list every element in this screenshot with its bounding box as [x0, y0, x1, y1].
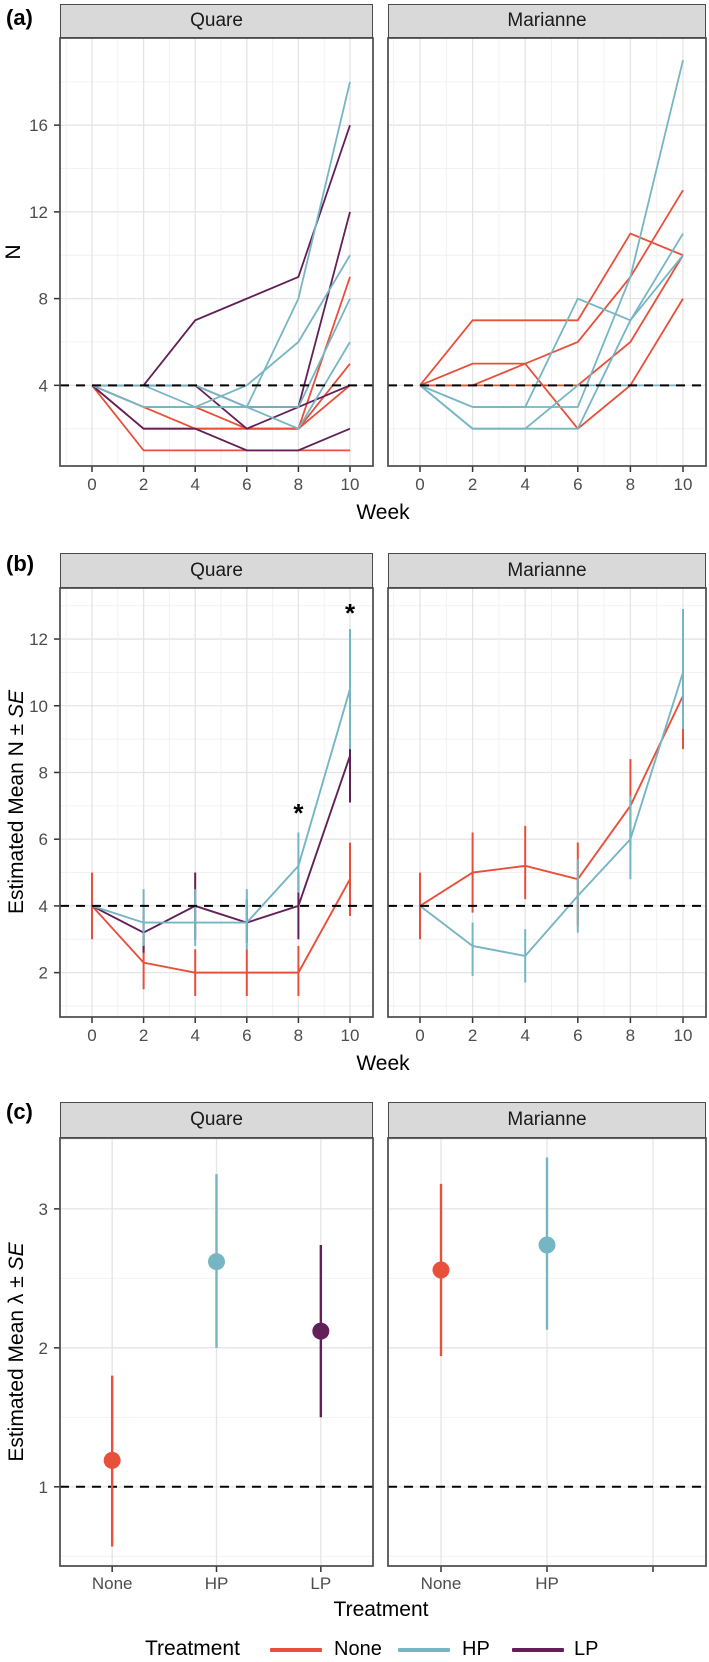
panel-b-x-axis-title: Week [356, 1052, 410, 1075]
svg-text:4: 4 [190, 1026, 199, 1045]
svg-text:2: 2 [39, 1339, 48, 1358]
svg-text:8: 8 [294, 1026, 303, 1045]
svg-text:4: 4 [39, 376, 48, 395]
svg-text:4: 4 [520, 475, 529, 494]
panel-c-label: (c) [6, 1099, 33, 1124]
panel-c-x-axis-title: Treatment [333, 1598, 429, 1621]
svg-text:2: 2 [139, 475, 148, 494]
legend-swatch-hp [398, 1648, 450, 1652]
facet-strip-marianne-c: Marianne [388, 1102, 706, 1138]
panel-b-y-axis-title: Estimated Mean N ± SE [5, 690, 28, 914]
facet-strip-label: Marianne [507, 1109, 587, 1130]
svg-text:8: 8 [39, 763, 48, 782]
facet-strip-quare-b: Quare [60, 553, 373, 588]
svg-text:0: 0 [87, 475, 96, 494]
svg-text:*: * [345, 598, 356, 628]
svg-text:8: 8 [39, 290, 48, 309]
svg-text:10: 10 [341, 1026, 360, 1045]
svg-text:6: 6 [573, 1026, 582, 1045]
svg-text:16: 16 [29, 116, 48, 135]
svg-text:LP: LP [310, 1574, 331, 1593]
svg-text:0: 0 [415, 1026, 424, 1045]
panel-a-label: (a) [6, 5, 33, 30]
svg-text:HP: HP [205, 1574, 229, 1593]
svg-text:2: 2 [139, 1026, 148, 1045]
svg-text:8: 8 [294, 475, 303, 494]
svg-text:12: 12 [29, 203, 48, 222]
legend-label-lp: LP [574, 1638, 599, 1660]
svg-text:6: 6 [242, 1026, 251, 1045]
svg-text:6: 6 [39, 830, 48, 849]
legend-title: Treatment [145, 1637, 240, 1660]
facet-strip-label: Marianne [507, 559, 587, 581]
svg-text:4: 4 [39, 897, 48, 916]
legend-swatch-lp [512, 1648, 564, 1652]
svg-text:10: 10 [341, 475, 360, 494]
svg-text:10: 10 [674, 1026, 693, 1045]
svg-text:None: None [421, 1574, 462, 1593]
svg-text:10: 10 [674, 475, 693, 494]
svg-text:10: 10 [29, 697, 48, 716]
facet-strip-label: Marianne [507, 10, 587, 31]
svg-text:HP: HP [535, 1574, 559, 1593]
facet-strip-label: Quare [190, 10, 243, 31]
panel-a-x-axis-title: Week [356, 501, 410, 524]
svg-text:8: 8 [626, 1026, 635, 1045]
facet-strip-marianne-a: Marianne [388, 4, 706, 38]
svg-text:6: 6 [573, 475, 582, 494]
svg-text:4: 4 [520, 1026, 529, 1045]
svg-text:1: 1 [39, 1478, 48, 1497]
svg-text:2: 2 [468, 475, 477, 494]
svg-text:2: 2 [39, 964, 48, 983]
svg-text:8: 8 [626, 475, 635, 494]
svg-text:*: * [293, 798, 304, 828]
facet-strip-label: Quare [190, 1109, 243, 1130]
legend-swatch-none [270, 1648, 322, 1652]
svg-text:3: 3 [39, 1200, 48, 1219]
svg-text:None: None [92, 1574, 133, 1593]
svg-text:12: 12 [29, 630, 48, 649]
panel-a-y-axis-title: N [2, 244, 25, 260]
panel-c-y-axis-title: Estimated Mean λ ± SE [5, 1242, 28, 1462]
svg-text:2: 2 [468, 1026, 477, 1045]
svg-text:0: 0 [87, 1026, 96, 1045]
legend-label-none: None [334, 1638, 382, 1660]
facet-strip-marianne-b: Marianne [388, 553, 706, 588]
svg-text:4: 4 [190, 475, 199, 494]
facet-strip-quare-a: Quare [60, 4, 373, 38]
svg-text:6: 6 [242, 475, 251, 494]
facet-strip-label: Quare [190, 559, 243, 581]
svg-text:0: 0 [415, 475, 424, 494]
panel-b-label: (b) [6, 551, 35, 576]
facet-strip-quare-c: Quare [60, 1102, 373, 1138]
legend-label-hp: HP [462, 1638, 490, 1660]
